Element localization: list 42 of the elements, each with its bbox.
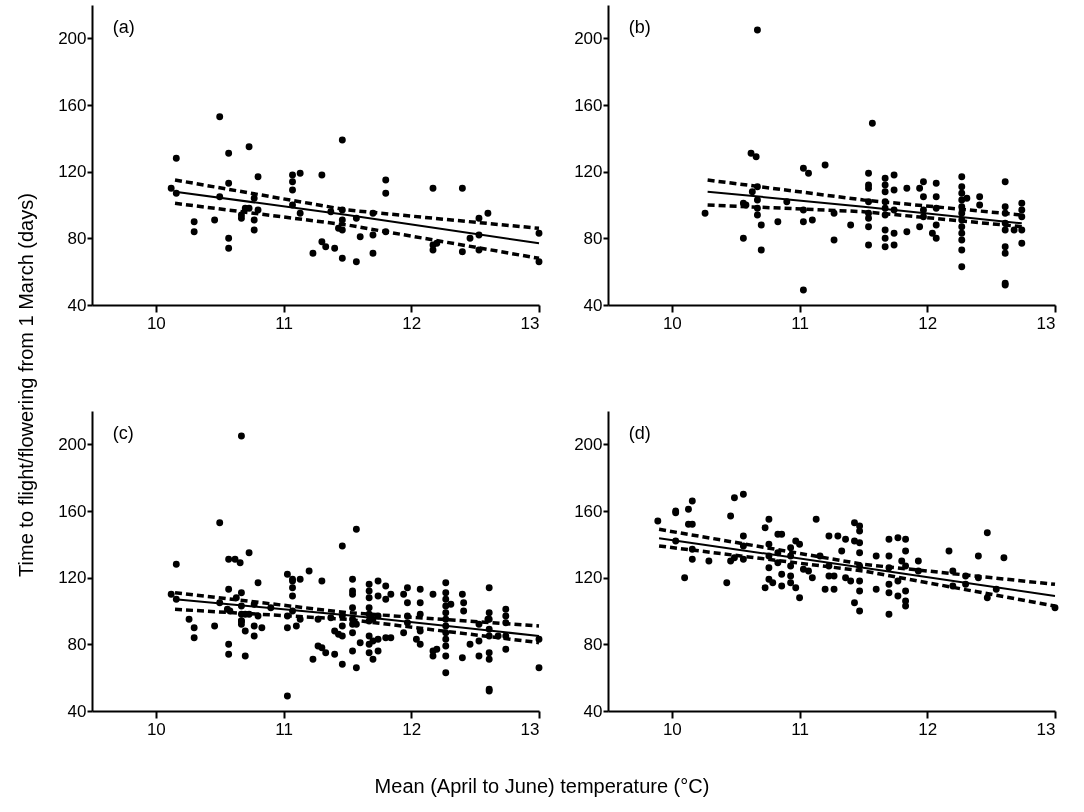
text: (b): [628, 17, 651, 37]
y-tick-label: 40: [67, 295, 87, 315]
y-tick-label: 80: [583, 228, 603, 248]
y-tick-label: 120: [574, 162, 603, 182]
y-tick-label: 40: [583, 701, 603, 721]
x-tick-label: 12: [402, 313, 422, 333]
x-tick-label: 13: [520, 313, 540, 333]
y-tick-label: 120: [58, 162, 87, 182]
y-tick-label: 80: [67, 634, 87, 654]
x-tick-label: 10: [662, 313, 682, 333]
y-tick-label: 160: [58, 501, 87, 521]
x-tick-label: 10: [146, 313, 166, 333]
x-tick-label: 12: [918, 719, 938, 739]
x-tick-label: 11: [791, 719, 809, 739]
y-tick-label: 120: [58, 568, 87, 588]
x-tick-label: 12: [402, 719, 422, 739]
y-tick-label: 120: [574, 568, 603, 588]
x-tick-label: 11: [275, 719, 293, 739]
x-tick-label: 13: [520, 719, 540, 739]
y-tick-label: 80: [583, 634, 603, 654]
text: (c): [112, 423, 134, 443]
y-tick-label: 160: [574, 501, 603, 521]
y-tick-label: 200: [58, 434, 87, 454]
y-tick-label: 80: [67, 228, 87, 248]
x-tick-label: 12: [918, 313, 938, 333]
y-tick-label: 200: [58, 28, 87, 48]
x-tick-label: 10: [146, 719, 166, 739]
y-tick-label: 160: [574, 95, 603, 115]
x-axis-title: Mean (April to June) temperature (°C): [373, 775, 711, 798]
y-tick-label: 40: [583, 295, 603, 315]
x-tick-label: 13: [1036, 719, 1056, 739]
x-tick-label: 10: [662, 719, 682, 739]
x-tick-label: 13: [1036, 313, 1056, 333]
y-tick-label: 160: [58, 95, 87, 115]
x-tick-label: 11: [791, 313, 809, 333]
text: (a): [112, 17, 135, 37]
x-tick-label: 11: [275, 313, 293, 333]
y-tick-label: 40: [67, 701, 87, 721]
text: (d): [628, 423, 651, 443]
y-axis-title: Time to flight/flowering from 1 March (days): [14, 193, 38, 577]
y-tick-label: 200: [574, 28, 603, 48]
y-tick-label: 200: [574, 434, 603, 454]
